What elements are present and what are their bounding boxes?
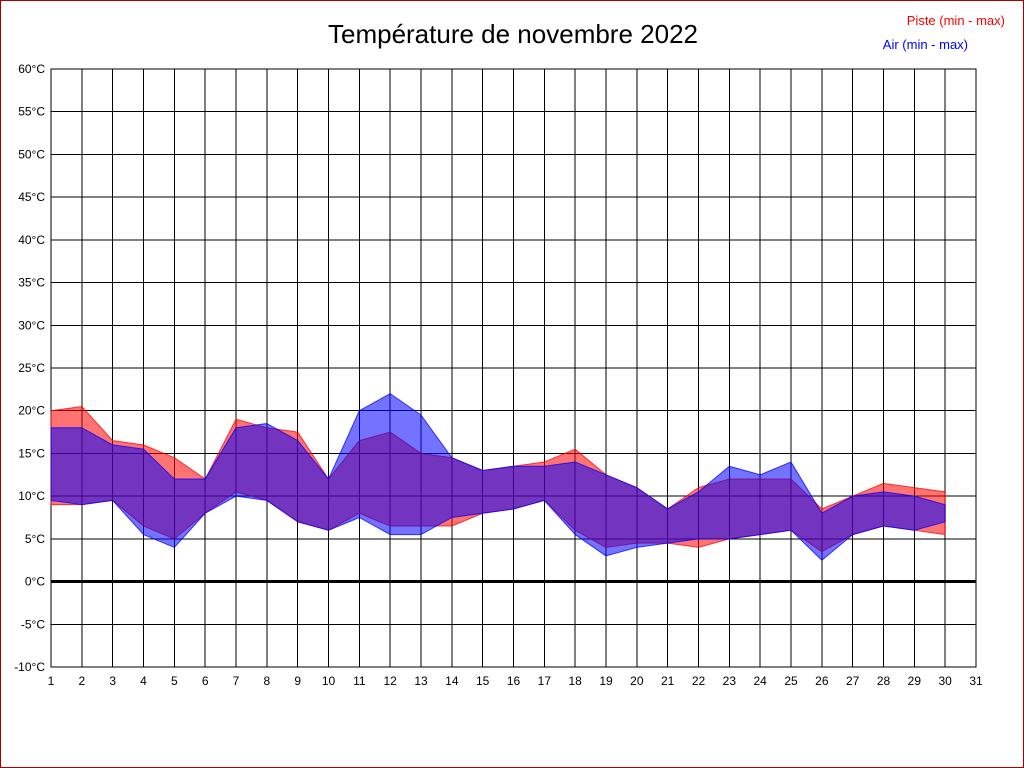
x-tick-label: 4 (140, 674, 147, 688)
y-tick-label: 15°C (18, 446, 45, 460)
x-tick-label: 10 (322, 674, 336, 688)
x-tick-label: 30 (938, 674, 952, 688)
y-tick-label: 25°C (18, 361, 45, 375)
x-tick-label: 15 (476, 674, 490, 688)
y-tick-label: 5°C (25, 532, 45, 546)
x-tick-label: 5 (171, 674, 178, 688)
x-tick-label: 9 (294, 674, 301, 688)
x-tick-label: 28 (877, 674, 891, 688)
x-tick-label: 20 (630, 674, 644, 688)
x-tick-label: 8 (263, 674, 270, 688)
plot-border (50, 68, 977, 668)
x-tick-label: 19 (599, 674, 613, 688)
x-tick-label: 26 (815, 674, 829, 688)
x-tick-label: 18 (568, 674, 582, 688)
y-tick-label: -10°C (14, 660, 45, 674)
x-tick-label: 11 (353, 674, 366, 688)
y-tick-label: 50°C (18, 147, 45, 161)
x-tick-label: 23 (723, 674, 737, 688)
x-tick-label: 17 (538, 674, 552, 688)
x-tick-label: 14 (445, 674, 459, 688)
y-tick-label: 60°C (18, 62, 45, 76)
y-tick-label: 55°C (18, 105, 45, 119)
x-tick-label: 12 (383, 674, 397, 688)
legend-air: Air (min - max) (882, 37, 968, 52)
x-tick-label: 1 (48, 674, 55, 688)
y-tick-label: 40°C (18, 233, 45, 247)
x-tick-label: 2 (78, 674, 85, 688)
y-tick-label: 35°C (18, 276, 45, 290)
legend-piste: Piste (min - max) (906, 13, 1005, 28)
band-air (50, 393, 946, 561)
x-tick-label: 27 (846, 674, 860, 688)
chart-title: Température de novembre 2022 (327, 19, 698, 49)
x-tick-label: 24 (753, 674, 767, 688)
x-tick-label: 6 (202, 674, 209, 688)
x-tick-label: 29 (908, 674, 922, 688)
x-tick-label: 13 (414, 674, 428, 688)
y-tick-label: 45°C (18, 190, 45, 204)
x-tick-label: 31 (969, 674, 983, 688)
y-tick-label: 0°C (25, 575, 45, 589)
y-tick-label: -5°C (21, 617, 45, 631)
x-tick-label: 21 (661, 674, 675, 688)
x-tick-label: 25 (784, 674, 798, 688)
x-tick-label: 3 (109, 674, 116, 688)
y-tick-label: 30°C (18, 318, 45, 332)
y-tick-label: 10°C (18, 489, 45, 503)
y-tick-label: 20°C (18, 404, 45, 418)
x-tick-label: 16 (507, 674, 521, 688)
x-tick-label: 22 (692, 674, 706, 688)
x-tick-label: 7 (233, 674, 240, 688)
